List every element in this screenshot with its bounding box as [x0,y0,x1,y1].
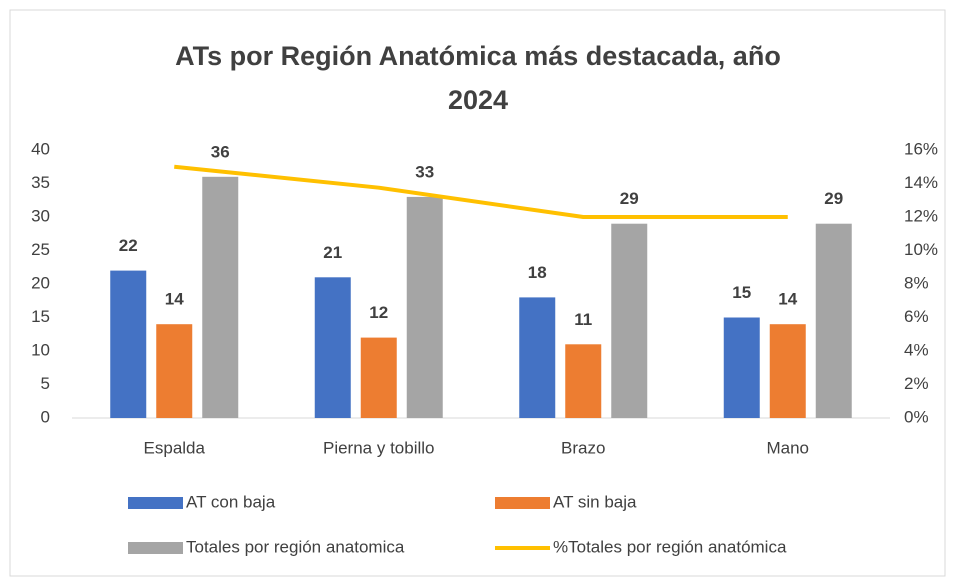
x-tick-label: Pierna y tobillo [323,438,435,457]
y-tick-label: 25 [31,240,50,259]
y2-tick-label: 14% [904,173,938,192]
data-label: 22 [119,236,138,255]
y2-tick-label: 2% [904,374,929,393]
bar [156,324,193,418]
data-label: 36 [211,142,230,161]
bar [565,344,602,418]
legend-swatch [128,497,183,509]
data-label: 29 [620,189,639,208]
legend-label: Totales por región anatomica [186,537,405,556]
bar [815,223,852,418]
x-tick-label: Brazo [561,438,605,457]
line-series [174,164,788,219]
y2-tick-label: 12% [904,206,938,225]
data-label: 14 [778,290,797,309]
y2-tick-label: 10% [904,240,938,259]
y-tick-label: 10 [31,340,50,359]
y-tick-label: 15 [31,307,50,326]
chart-title: ATs por Región Anatómica más destacada, … [175,41,781,115]
y-tick-label: 20 [31,273,50,292]
chart-border [9,9,946,577]
bar [406,196,443,418]
bar [769,324,806,418]
data-label: 15 [732,283,751,302]
data-label: 12 [369,303,388,322]
y-tick-label: 5 [41,374,50,393]
legend-swatch [495,497,550,509]
y2-tick-label: 6% [904,307,929,326]
bar [611,223,648,418]
legend-swatch [128,542,183,554]
y2-tick-label: 0% [904,407,929,426]
legend-label: AT sin baja [553,492,637,511]
data-label: 29 [824,189,843,208]
data-label: 14 [165,290,184,309]
x-tick-label: Mano [766,438,809,457]
data-label: 18 [528,263,547,282]
legend-label: AT con baja [186,492,276,511]
legend-label: %Totales por región anatómica [553,537,787,556]
bar [723,317,760,418]
bar [314,277,351,418]
data-label: 33 [415,162,434,181]
x-tick-label: Espalda [144,438,206,457]
y-tick-label: 0 [41,407,50,426]
y2-tick-label: 16% [904,139,938,158]
y-tick-label: 35 [31,173,50,192]
data-label: 21 [323,243,342,262]
bar [360,337,397,418]
bar [519,297,556,418]
bar [202,176,239,418]
bar [110,270,147,418]
y2-tick-label: 8% [904,273,929,292]
y-tick-label: 40 [31,139,50,158]
y2-tick-label: 4% [904,340,929,359]
data-label: 11 [574,310,592,329]
y-tick-label: 30 [31,206,50,225]
